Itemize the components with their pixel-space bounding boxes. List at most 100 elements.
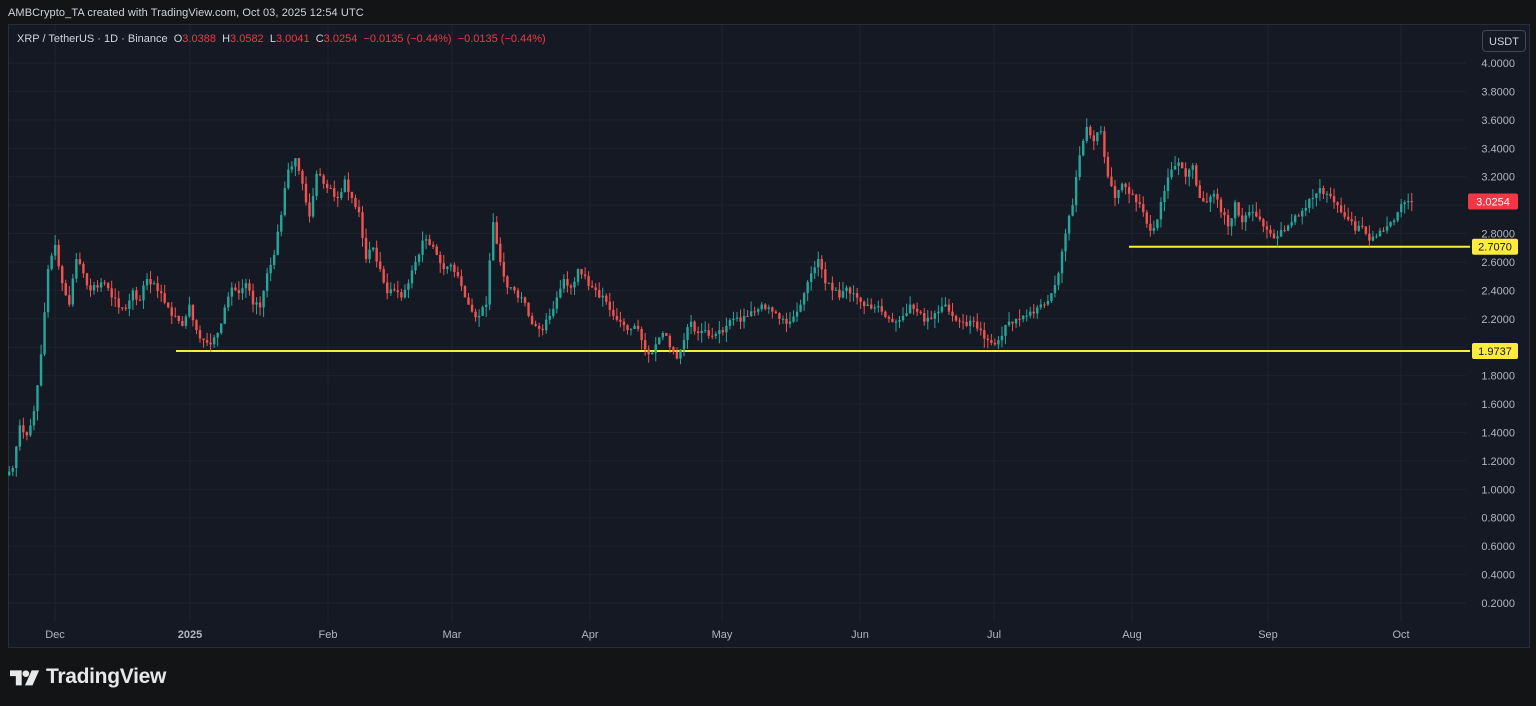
candle-body[interactable] bbox=[181, 320, 184, 326]
candle-body[interactable] bbox=[725, 325, 728, 333]
candle-body[interactable] bbox=[1361, 225, 1364, 227]
candle-body[interactable] bbox=[696, 331, 700, 333]
candle-body[interactable] bbox=[421, 240, 424, 255]
candle-body[interactable] bbox=[400, 292, 403, 298]
candle-body[interactable] bbox=[1272, 233, 1276, 239]
candle-body[interactable] bbox=[463, 286, 467, 298]
candle-body[interactable] bbox=[1198, 185, 1201, 198]
candle-body[interactable] bbox=[802, 293, 806, 305]
candle-body[interactable] bbox=[78, 259, 82, 265]
candle-body[interactable] bbox=[930, 317, 933, 319]
candle-body[interactable] bbox=[481, 307, 484, 316]
candle-body[interactable] bbox=[1187, 169, 1191, 177]
candle-body[interactable] bbox=[986, 338, 990, 341]
candle-body[interactable] bbox=[990, 340, 993, 343]
candle-body[interactable] bbox=[251, 290, 255, 305]
candle-body[interactable] bbox=[1007, 321, 1011, 326]
candle-body[interactable] bbox=[357, 206, 361, 213]
candle-body[interactable] bbox=[1304, 207, 1307, 211]
candle-body[interactable] bbox=[424, 239, 428, 241]
candle-body[interactable] bbox=[188, 304, 191, 317]
candle-body[interactable] bbox=[1014, 318, 1018, 324]
candle-body[interactable] bbox=[364, 237, 368, 260]
candle-body[interactable] bbox=[1078, 155, 1081, 177]
candle-body[interactable] bbox=[788, 321, 792, 324]
candle-body[interactable] bbox=[548, 315, 551, 320]
candle-body[interactable] bbox=[1350, 219, 1353, 222]
candle-body[interactable] bbox=[806, 281, 809, 294]
candle-body[interactable] bbox=[1293, 215, 1297, 223]
candle-body[interactable] bbox=[1131, 193, 1134, 195]
candle-body[interactable] bbox=[813, 267, 816, 274]
candle-body[interactable] bbox=[601, 295, 604, 298]
candle-body[interactable] bbox=[862, 301, 866, 307]
candle-body[interactable] bbox=[513, 287, 516, 291]
candle-body[interactable] bbox=[1396, 212, 1399, 221]
candle-body[interactable] bbox=[15, 446, 18, 468]
candle-body[interactable] bbox=[792, 316, 795, 322]
candle-body[interactable] bbox=[82, 264, 85, 274]
candle-body[interactable] bbox=[668, 335, 672, 348]
candle-body[interactable] bbox=[545, 319, 548, 331]
candle-body[interactable] bbox=[951, 311, 954, 316]
candle-body[interactable] bbox=[389, 289, 392, 294]
candle-body[interactable] bbox=[1364, 226, 1368, 234]
candle-body[interactable] bbox=[343, 179, 347, 193]
candle-body[interactable] bbox=[287, 169, 290, 189]
candle-body[interactable] bbox=[1346, 216, 1350, 220]
candle-body[interactable] bbox=[855, 293, 859, 298]
candle-body[interactable] bbox=[1322, 188, 1325, 194]
candle-body[interactable] bbox=[1371, 236, 1375, 241]
candle-body[interactable] bbox=[68, 295, 71, 305]
candle-body[interactable] bbox=[718, 330, 721, 334]
candle-body[interactable] bbox=[1096, 132, 1099, 142]
candle-body[interactable] bbox=[336, 196, 339, 198]
candle-body[interactable] bbox=[704, 330, 707, 332]
candle-body[interactable] bbox=[672, 347, 675, 352]
candle-body[interactable] bbox=[1064, 233, 1067, 252]
candle-body[interactable] bbox=[1195, 165, 1198, 186]
candle-body[interactable] bbox=[1177, 162, 1180, 166]
candle-body[interactable] bbox=[1060, 251, 1064, 274]
candle-body[interactable] bbox=[258, 302, 262, 308]
chart-pane[interactable] bbox=[8, 24, 1530, 648]
candle-body[interactable] bbox=[940, 306, 944, 312]
candle-body[interactable] bbox=[163, 293, 166, 303]
candle-body[interactable] bbox=[378, 261, 382, 270]
candle-body[interactable] bbox=[1170, 169, 1173, 178]
candle-body[interactable] bbox=[817, 259, 820, 268]
candle-body[interactable] bbox=[587, 276, 590, 286]
candle-body[interactable] bbox=[626, 325, 629, 331]
candle-body[interactable] bbox=[195, 320, 198, 331]
candle-body[interactable] bbox=[1113, 186, 1117, 198]
candle-body[interactable] bbox=[1403, 202, 1406, 205]
candle-body[interactable] bbox=[322, 175, 325, 184]
candle-body[interactable] bbox=[149, 279, 152, 285]
candle-body[interactable] bbox=[1290, 222, 1293, 226]
candle-body[interactable] bbox=[92, 285, 96, 291]
candle-body[interactable] bbox=[700, 330, 703, 333]
candle-body[interactable] bbox=[739, 317, 742, 322]
candle-body[interactable] bbox=[1357, 225, 1360, 231]
candle-body[interactable] bbox=[1230, 218, 1233, 227]
candle-body[interactable] bbox=[386, 282, 389, 294]
candle-body[interactable] bbox=[1382, 230, 1385, 232]
candle-body[interactable] bbox=[753, 311, 756, 313]
candle-body[interactable] bbox=[1244, 215, 1247, 223]
candle-body[interactable] bbox=[138, 299, 142, 301]
candle-body[interactable] bbox=[926, 317, 929, 322]
candle-body[interactable] bbox=[237, 290, 241, 294]
symbol-title[interactable]: XRP / TetherUS · 1D · Binance bbox=[17, 33, 168, 45]
candle-body[interactable] bbox=[25, 432, 29, 436]
candle-body[interactable] bbox=[1159, 202, 1163, 220]
candle-body[interactable] bbox=[1339, 205, 1343, 213]
candle-body[interactable] bbox=[1407, 201, 1410, 203]
candle-body[interactable] bbox=[71, 278, 75, 305]
candle-body[interactable] bbox=[573, 281, 576, 288]
candle-body[interactable] bbox=[128, 300, 131, 309]
candle-body[interactable] bbox=[1120, 183, 1124, 191]
candle-body[interactable] bbox=[527, 302, 530, 316]
candle-body[interactable] bbox=[1226, 215, 1230, 227]
candle-body[interactable] bbox=[1237, 202, 1240, 216]
candle-body[interactable] bbox=[96, 285, 99, 288]
